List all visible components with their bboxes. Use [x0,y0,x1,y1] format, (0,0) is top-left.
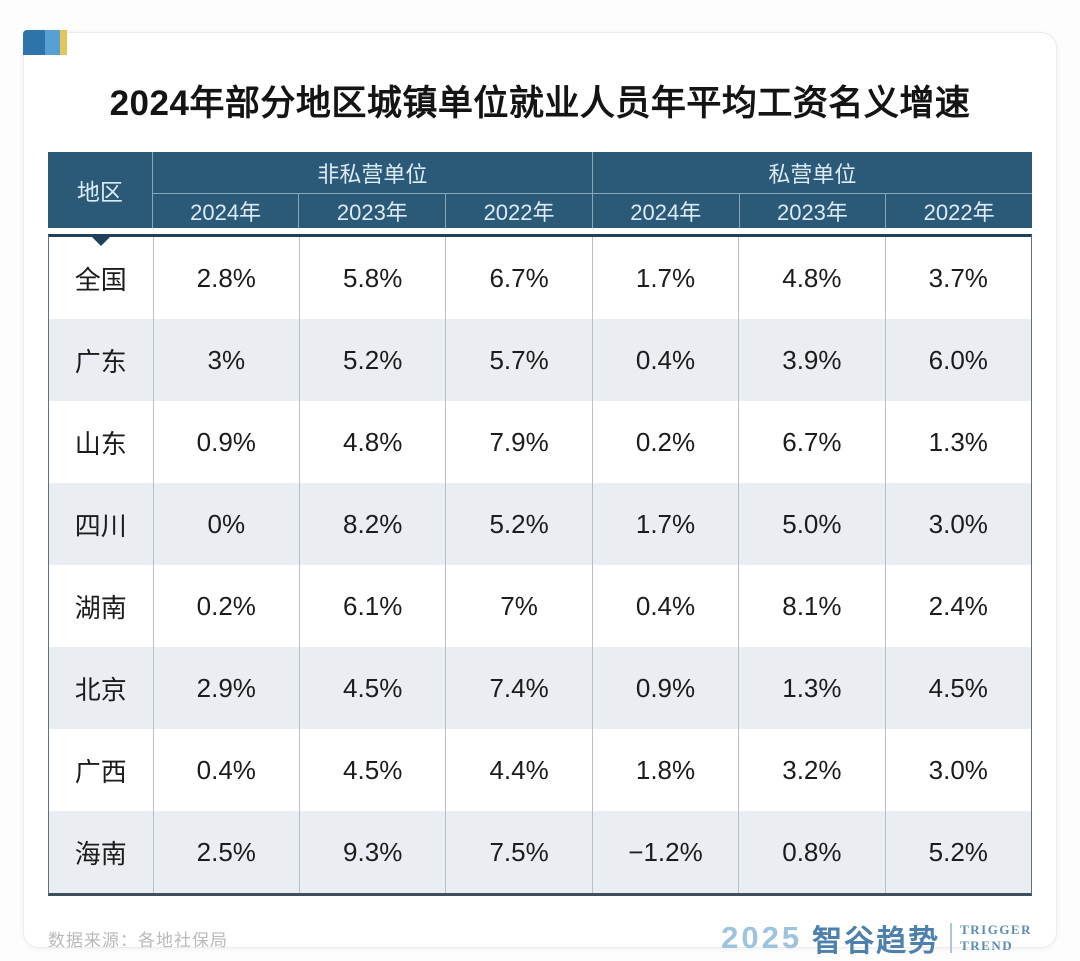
header-year: 2022年 [445,194,592,228]
value-cell: 2.4% [884,565,1031,647]
value-cell: 4.5% [884,647,1031,729]
value-cell: 0.2% [591,401,738,483]
value-cell: 3.7% [884,237,1031,319]
header-year: 2022年 [885,194,1032,228]
table-row: 山东 0.9% 4.8% 7.9% 0.2% 6.7% 1.3% [49,401,1031,483]
table-row: 全国 2.8% 5.8% 6.7% 1.7% 4.8% 3.7% [49,237,1031,319]
value-cell: 0.4% [591,565,738,647]
header-group-private: 私营单位 [591,152,1032,194]
value-cell: 5.2% [445,483,591,565]
value-cell: 1.7% [591,237,738,319]
value-cell: 5.0% [738,483,884,565]
table-row: 海南 2.5% 9.3% 7.5% −1.2% 0.8% 5.2% [49,811,1031,893]
value-cell: 2.5% [152,811,299,893]
header-year: 2024年 [591,194,739,228]
value-cell: 5.2% [884,811,1031,893]
value-cell: 3% [152,319,299,401]
value-cell: 3.0% [884,483,1031,565]
value-cell: 5.8% [298,237,445,319]
header-year: 2023年 [738,194,886,228]
table-row: 广西 0.4% 4.5% 4.4% 1.8% 3.2% 3.0% [49,729,1031,811]
chip-light-blue-block [45,30,60,55]
value-cell: 0.4% [152,729,299,811]
table-row: 北京 2.9% 4.5% 7.4% 0.9% 1.3% 4.5% [49,647,1031,729]
value-cell: 4.8% [738,237,884,319]
region-cell: 山东 [74,428,127,459]
value-cell: 4.5% [298,729,445,811]
value-cell: 0.9% [152,401,299,483]
value-cell: 0.9% [591,647,738,729]
region-cell: 海南 [74,838,127,869]
wage-growth-table: 地区 非私营单位 私营单位 2024年 2023年 2022年 2024年 20… [48,152,1032,896]
value-cell: 3.9% [738,319,884,401]
value-cell: 4.8% [298,401,445,483]
value-cell: 3.2% [738,729,884,811]
value-cell: 6.1% [298,565,445,647]
footer: 数据来源：各地社保局 2025 智谷趋势 TRIGGER TREND [48,916,1032,960]
trigger-trend-logo: 2025 智谷趋势 TRIGGER TREND [721,916,1032,960]
value-cell: 7.4% [445,647,591,729]
value-cell: 3.0% [884,729,1031,811]
value-cell: 2.9% [152,647,299,729]
header-region: 地区 [76,179,123,205]
header-year: 2024年 [151,194,299,228]
region-cell: 全国 [74,264,127,295]
page-title: 2024年部分地区城镇单位就业人员年平均工资名义增速 [109,84,971,123]
logo-english-name: TRIGGER TREND [960,922,1032,953]
logo-year: 2025 [721,920,803,955]
value-cell: 9.3% [298,811,445,893]
infographic-card: 2024年部分地区城镇单位就业人员年平均工资名义增速 地区 非私营单位 私营单位… [23,30,1057,958]
region-cell: 北京 [74,674,127,705]
value-cell: 8.2% [298,483,445,565]
value-cell: 1.3% [884,401,1031,483]
value-cell: 5.2% [298,319,445,401]
brand-corner-chip [23,30,67,55]
header-group-nonprivate: 非私营单位 [151,152,592,194]
header-year: 2023年 [298,194,445,228]
table-body-rows: 全国 2.8% 5.8% 6.7% 1.7% 4.8% 3.7% 广东 3% 5.2% 5.7% 0.… [49,237,1031,893]
value-cell: 6.7% [445,237,591,319]
table-header: 地区 非私营单位 私营单位 2024年 2023年 2022年 2024年 20… [48,152,1032,228]
value-cell: 6.7% [738,401,884,483]
data-source-note: 数据来源：各地社保局 [48,930,228,950]
value-cell: 1.8% [591,729,738,811]
logo-en-line2: TREND [960,938,1014,953]
value-cell: 4.4% [445,729,591,811]
table-body: 全国 2.8% 5.8% 6.7% 1.7% 4.8% 3.7% 广东 3% 5.2% 5.7% 0.… [48,234,1032,896]
value-cell: 6.0% [884,319,1031,401]
value-cell: 7.9% [445,401,591,483]
value-cell: 5.7% [445,319,591,401]
table-row: 湖南 0.2% 6.1% 7% 0.4% 8.1% 2.4% [49,565,1031,647]
value-cell: 1.3% [738,647,884,729]
region-pointer-triangle-icon [91,236,111,246]
value-cell: 7% [445,565,591,647]
chip-dark-blue-block [23,30,45,55]
region-cell: 广东 [74,346,127,377]
value-cell: 0.4% [591,319,738,401]
value-cell: 7.5% [445,811,591,893]
logo-brand-name: 智谷趋势 [812,925,941,958]
chip-yellow-block [60,30,67,55]
value-cell: 0% [152,483,299,565]
value-cell: 0.8% [738,811,884,893]
value-cell: 0.2% [152,565,299,647]
value-cell: −1.2% [591,811,738,893]
logo-en-line1: TRIGGER [960,922,1032,938]
region-cell: 广西 [74,756,127,787]
value-cell: 8.1% [738,565,884,647]
value-cell: 4.5% [298,647,445,729]
table-row: 四川 0% 8.2% 5.2% 1.7% 5.0% 3.0% [49,483,1031,565]
value-cell: 2.8% [152,237,299,319]
region-cell: 四川 [74,510,127,541]
region-cell: 湖南 [74,592,127,623]
value-cell: 1.7% [591,483,738,565]
table-row: 广东 3% 5.2% 5.7% 0.4% 3.9% 6.0% [49,319,1031,401]
logo-divider [950,923,953,953]
